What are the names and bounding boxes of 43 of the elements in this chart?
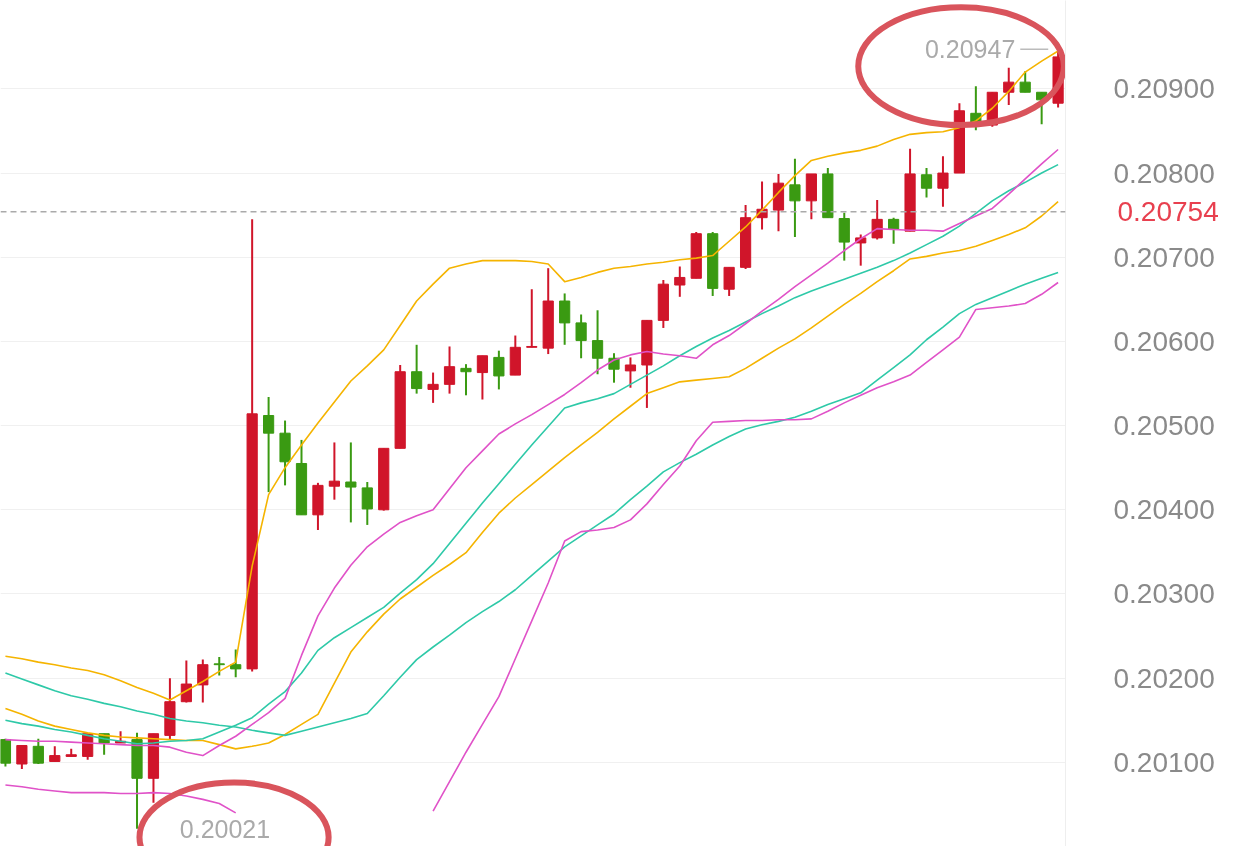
y-tick-label: 0.20600 [1113, 325, 1215, 357]
candlestick [361, 481, 373, 526]
y-tick-label: 0.20400 [1113, 494, 1215, 526]
candlestick [476, 354, 489, 401]
candlestick [328, 441, 340, 501]
candlestick [1019, 70, 1031, 94]
candlestick [230, 648, 242, 679]
candlestick [526, 288, 538, 349]
candlestick [1003, 66, 1015, 106]
candlestick [920, 167, 933, 199]
candlestick [443, 345, 456, 395]
candlestick [937, 155, 949, 208]
candlestick [180, 659, 192, 704]
annotation: 0.20947 [924, 35, 1016, 64]
candlestick [838, 211, 850, 262]
candlestick [16, 744, 28, 771]
candlestick [0, 737, 12, 768]
y-tick-label: 0.20700 [1113, 241, 1215, 273]
ref-line-label: 0.20754 [1117, 196, 1219, 228]
candlestick [460, 363, 472, 397]
y-tick-label: 0.20200 [1113, 662, 1215, 694]
candlestick [624, 356, 637, 389]
candlestick [493, 349, 505, 391]
candlestick [32, 737, 44, 765]
annotation: 0.20021 [179, 814, 271, 843]
candlestick [723, 266, 735, 297]
y-tick-label: 0.20500 [1113, 410, 1215, 442]
candlestick [213, 656, 225, 677]
candlestick [871, 199, 883, 241]
candlestick [575, 313, 587, 360]
candlestick [345, 441, 357, 524]
y-tick-label: 0.20800 [1113, 157, 1215, 189]
candlestick [263, 395, 275, 494]
y-tick-label: 0.20900 [1113, 73, 1215, 105]
candlestick [411, 343, 423, 395]
candlestick [591, 309, 604, 376]
candlestick [674, 265, 686, 298]
y-tick-label: 0.20300 [1113, 578, 1215, 610]
y-tick-label: 0.20100 [1113, 746, 1215, 778]
candlestick [559, 292, 571, 346]
candlestick [789, 157, 801, 239]
candlestick [427, 371, 439, 404]
candlestick [197, 658, 209, 704]
